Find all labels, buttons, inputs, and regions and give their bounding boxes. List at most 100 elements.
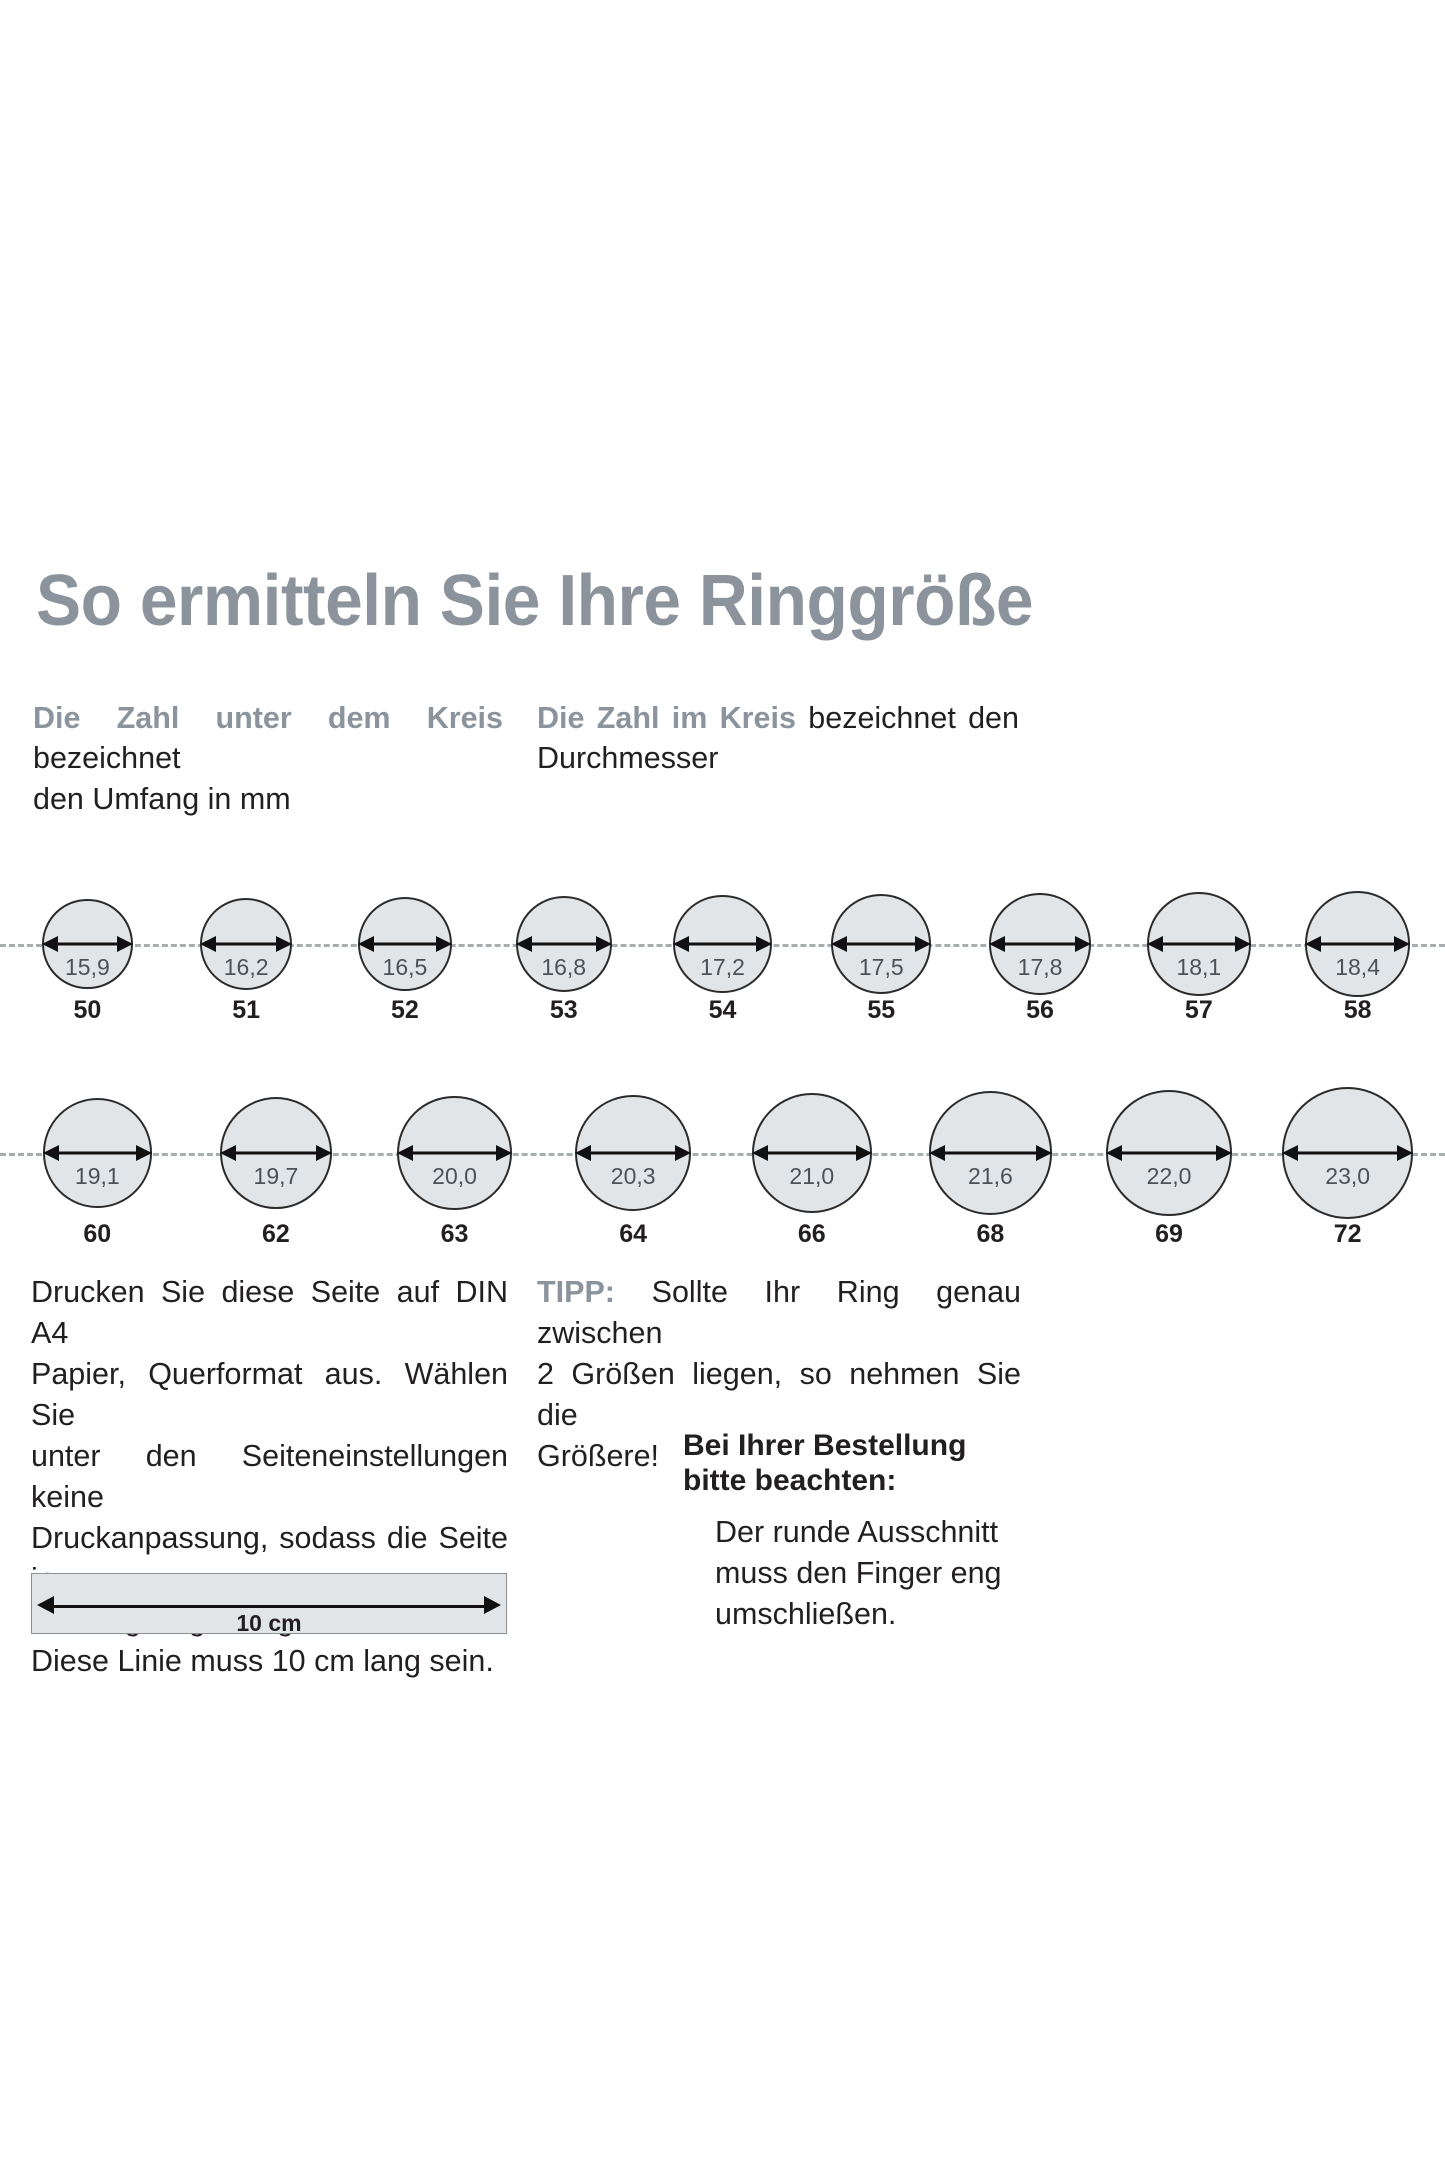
instruction-line-1: Drucken Sie diese Seite auf DIN A4	[31, 1275, 508, 1351]
diameter-arrowhead-right-icon	[595, 936, 612, 952]
diameter-arrowhead-left-icon	[42, 1145, 59, 1161]
order-note-sub-line-1: Der runde Ausschnitt	[715, 1514, 999, 1549]
legend-circumference: Die Zahl unter dem Kreis bezeichnet den …	[33, 698, 503, 819]
legend-diameter-line2: Durchmesser	[537, 741, 719, 776]
diameter-arrowhead-right-icon	[1074, 936, 1091, 952]
diameter-arrowhead-left-icon	[397, 1145, 414, 1161]
order-note-sub-line-2: muss den Finger eng	[715, 1555, 1002, 1590]
diameter-arrow-line	[49, 1151, 145, 1155]
diameter-arrow-line	[1113, 1151, 1225, 1155]
tip-line-1: Sollte Ihr Ring genau zwischen	[537, 1275, 1021, 1351]
diameter-arrowhead-right-icon	[1397, 1145, 1414, 1161]
ring-diameter-arrow	[42, 1143, 152, 1163]
diameter-arrowhead-left-icon	[1106, 1145, 1123, 1161]
ring-diameter-label: 19,1	[74, 1163, 120, 1189]
ring-diameter-label: 18,1	[1176, 954, 1222, 980]
ring-diameter-arrow	[928, 1143, 1053, 1163]
ring-diameter-arrow	[575, 1143, 692, 1163]
diameter-arrowhead-left-icon	[1281, 1145, 1298, 1161]
ring-diameter-label: 17,8	[1017, 954, 1063, 980]
ring-size-label: 66	[797, 1220, 826, 1248]
diameter-arrowhead-left-icon	[219, 1145, 236, 1161]
diameter-arrowhead-left-icon	[1147, 936, 1164, 952]
ring-size-label: 60	[83, 1220, 112, 1248]
ring-diameter-label: 22,0	[1146, 1163, 1192, 1189]
diameter-arrowhead-right-icon	[495, 1145, 512, 1161]
ring-diameter-arrow	[1147, 934, 1251, 954]
diameter-arrowhead-right-icon	[755, 936, 772, 952]
diameter-arrow-line	[522, 942, 605, 946]
ring-diameter-label: 16,8	[541, 954, 587, 980]
ring-diameter-arrow	[989, 934, 1091, 954]
diameter-arrowhead-left-icon	[989, 936, 1006, 952]
diameter-arrowhead-left-icon	[831, 936, 848, 952]
ring-row-2: 19,1 60 19,7 62 20,0 63 20,3 64 21,0 66 21,6 68 22,0…	[0, 1028, 1445, 1248]
ring-diameter-label: 16,5	[382, 954, 428, 980]
ring-size-label: 55	[867, 996, 896, 1024]
instruction-line-2: Papier, Querformat aus. Wählen Sie	[31, 1357, 508, 1433]
diameter-arrow-line	[1311, 942, 1404, 946]
diameter-arrow-line	[226, 1151, 326, 1155]
ring-diameter-arrow	[1304, 934, 1411, 954]
diameter-arrow-line	[1288, 1151, 1407, 1155]
ring-diameter-arrow	[219, 1143, 333, 1163]
ring-diameter-label: 19,7	[253, 1163, 299, 1189]
ring-size-label: 58	[1343, 996, 1372, 1024]
legend-diameter: Die Zahl im Kreis bezeichnet den Durchme…	[537, 698, 1019, 779]
ring-diameter-arrow	[515, 934, 612, 954]
ring-size-label: 51	[232, 996, 261, 1024]
calibration-ruler: 10 cm	[31, 1573, 507, 1636]
diameter-arrow-line	[404, 1151, 505, 1155]
ring-diameter-arrow	[199, 934, 293, 954]
diameter-arrowhead-right-icon	[1215, 1145, 1232, 1161]
ring-diameter-label: 17,5	[858, 954, 904, 980]
ring-row-1: 15,9 50 16,2 51 16,5 52 16,8 53 17,2 54 17,5 55 17,8…	[0, 838, 1445, 1024]
order-note-head-line-2: bitte beachten:	[683, 1463, 897, 1497]
diameter-arrowhead-left-icon	[751, 1145, 768, 1161]
order-note-sub-line-3: umschließen.	[715, 1596, 897, 1631]
diameter-arrowhead-left-icon	[1304, 936, 1321, 952]
tip-line-3: Größere!	[537, 1439, 660, 1474]
ring-size-label: 68	[976, 1220, 1005, 1248]
diameter-arrowhead-right-icon	[675, 1145, 692, 1161]
diameter-arrowhead-right-icon	[135, 1145, 152, 1161]
ring-diameter-arrow	[1106, 1143, 1232, 1163]
ring-size-label: 62	[262, 1220, 290, 1248]
ring-diameter-label: 17,2	[700, 954, 745, 980]
order-note-block: Bei Ihrer Bestellung bitte beachten: Der…	[683, 1429, 1103, 1635]
diameter-arrowhead-left-icon	[928, 1145, 945, 1161]
instruction-line-6: Diese Linie muss 10 cm lang sein.	[31, 1644, 494, 1679]
ring-diameter-label: 20,0	[432, 1163, 477, 1189]
diameter-arrowhead-right-icon	[436, 936, 453, 952]
diameter-arrow-line	[838, 942, 925, 946]
diameter-arrow-line	[935, 1151, 1046, 1155]
diameter-arrowhead-right-icon	[316, 1145, 333, 1161]
tip-line-2: 2 Größen liegen, so nehmen Sie die	[537, 1357, 1021, 1433]
ring-diameter-arrow	[673, 934, 772, 954]
ring-size-label: 72	[1333, 1220, 1362, 1248]
ring-size-label: 50	[73, 996, 102, 1024]
diameter-arrowhead-right-icon	[276, 936, 293, 952]
ring-diameter-label: 15,9	[64, 954, 110, 980]
ring-diameter-label: 21,0	[789, 1163, 835, 1189]
legend-diameter-lead: Die Zahl im Kreis	[537, 701, 796, 735]
ring-diameter-arrow	[1281, 1143, 1414, 1163]
tip-block: TIPP: Sollte Ihr Ring genau zwischen 2 G…	[537, 1272, 1021, 1477]
ring-diameter-label: 21,6	[968, 1163, 1013, 1189]
diameter-arrow-line	[48, 942, 126, 946]
page-title: So ermitteln Sie Ihre Ringgröße	[36, 561, 1034, 641]
legend-diameter-rest: bezeichnet den	[795, 701, 1019, 735]
diameter-arrowhead-left-icon	[41, 936, 58, 952]
diameter-arrowhead-right-icon	[1036, 1145, 1053, 1161]
diameter-arrowhead-right-icon	[1234, 936, 1251, 952]
ruler-arrow-line	[50, 1605, 488, 1608]
diameter-arrowhead-right-icon	[855, 1145, 872, 1161]
legend-circumference-lead: Die Zahl unter dem Kreis	[33, 701, 503, 735]
diameter-arrow-line	[680, 942, 765, 946]
legend-circumference-rest: bezeichnet	[33, 741, 181, 776]
ring-size-label: 69	[1155, 1220, 1183, 1248]
legend-row: Die Zahl unter dem Kreis bezeichnet den …	[0, 698, 1445, 816]
ring-diameter-label: 18,4	[1335, 954, 1380, 980]
diameter-arrow-line	[758, 1151, 865, 1155]
legend-circumference-line2: den Umfang in mm	[33, 781, 291, 816]
